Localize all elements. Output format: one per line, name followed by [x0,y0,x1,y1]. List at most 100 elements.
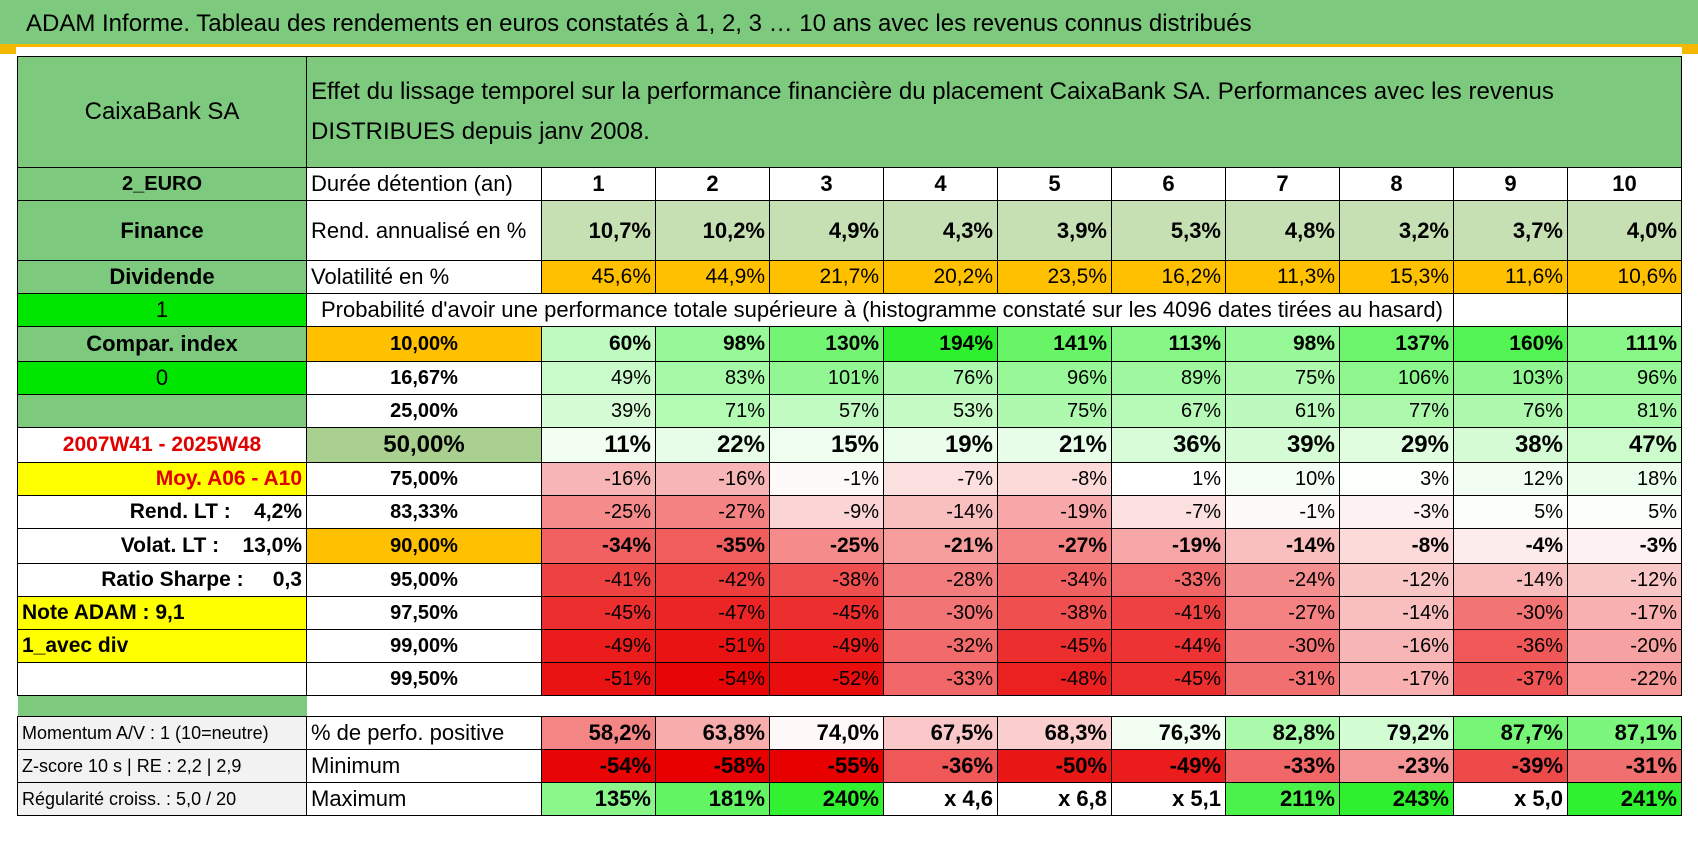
year-header: 3 [769,167,884,201]
quantile-value-cell: -25% [541,495,656,529]
quantile-value-cell: -17% [1567,596,1682,630]
year-header: 5 [997,167,1112,201]
quantile-value-cell: -27% [655,495,770,529]
quantile-value-cell: 83% [655,361,770,395]
quantile-value-cell: -45% [997,629,1112,663]
quantile-value-cell: 36% [1111,427,1226,463]
minimum-cell: -23% [1339,749,1454,783]
probability-label: Probabilité d'avoir une performance tota… [306,293,1454,327]
positive-perf-cell: 82,8% [1225,716,1340,750]
maximum-cell: x 6,8 [997,782,1112,816]
positive-perf-cell: 79,2% [1339,716,1454,750]
quantile-value-cell: 89% [1111,361,1226,395]
minimum-cell: -31% [1567,749,1682,783]
quantile-value-cell: 71% [655,394,770,428]
quantile-label: 99,50% [306,662,542,696]
corner-marker-right [1682,44,1698,54]
type-label: Dividende [17,260,307,294]
annual-return-cell: 3,2% [1339,200,1454,261]
volatility-cell: 45,6% [541,260,656,294]
quantile-value-cell: -7% [1111,495,1226,529]
minimum-cell: -54% [541,749,656,783]
positive-perf-cell: 67,5% [883,716,998,750]
positive-perf-cell: 68,3% [997,716,1112,750]
quantile-value-cell: -38% [997,596,1112,630]
quantile-value-cell: -30% [883,596,998,630]
zscore-label: Z-score 10 s | RE : 2,2 | 2,9 [17,749,307,783]
quantile-value-cell: 47% [1567,427,1682,463]
dividend-mode: 1_avec div [17,629,307,663]
maximum-cell: 241% [1567,782,1682,816]
minimum-cell: -33% [1225,749,1340,783]
quantile-value-cell: -8% [1339,528,1454,564]
quantile-value-cell: 18% [1567,462,1682,496]
quantile-value-cell: -33% [883,662,998,696]
performance-table: CaixaBank SA Effet du lissage temporel s… [17,56,1682,816]
quantile-value-cell: -41% [541,563,656,597]
quantile-value-cell: -32% [883,629,998,663]
volatility-cell: 20,2% [883,260,998,294]
quantile-label: 99,00% [306,629,542,663]
quantile-value-cell: -3% [1339,495,1454,529]
adam-score: Note ADAM : 9,1 [17,596,307,630]
quantile-value-cell: 75% [997,394,1112,428]
quantile-value-cell: -19% [997,495,1112,529]
quantile-value-cell: -49% [769,629,884,663]
quantile-value-cell: -12% [1339,563,1454,597]
quantile-value-cell: -51% [655,629,770,663]
quantile-value-cell: -1% [769,462,884,496]
quantile-value-cell: 3% [1339,462,1454,496]
quantile-value-cell: -27% [1225,596,1340,630]
quantile-value-cell: -3% [1567,528,1682,564]
empty-cell [17,662,307,696]
quantile-value-cell: -42% [655,563,770,597]
quantile-value-cell: -7% [883,462,998,496]
quantile-label: 83,33% [306,495,542,529]
quantile-value-cell: 12% [1453,462,1568,496]
volatility-cell: 10,6% [1567,260,1682,294]
maximum-cell: x 4,6 [883,782,998,816]
quantile-value-cell: 113% [1111,326,1226,362]
quantile-value-cell: -52% [769,662,884,696]
quantile-value-cell: 194% [883,326,998,362]
quantile-value-cell: 22% [655,427,770,463]
quantile-value-cell: -45% [769,596,884,630]
quantile-value-cell: 106% [1339,361,1454,395]
maximum-cell: 181% [655,782,770,816]
quantile-value-cell: -30% [1453,596,1568,630]
minimum-cell: -36% [883,749,998,783]
quantile-value-cell: -28% [883,563,998,597]
quantile-value-cell: 98% [1225,326,1340,362]
quantile-value-cell: 76% [1453,394,1568,428]
volatility-cell: 21,7% [769,260,884,294]
quantile-value-cell: 96% [1567,361,1682,395]
volatility-cell: 16,2% [1111,260,1226,294]
quantile-value-cell: 101% [769,361,884,395]
period-label: 2007W41 - 2025W48 [17,427,307,463]
quantile-value-cell: 98% [655,326,770,362]
positive-perf-cell: 87,1% [1567,716,1682,750]
quantile-value-cell: -9% [769,495,884,529]
quantile-label: 75,00% [306,462,542,496]
quantile-value-cell: 67% [1111,394,1226,428]
quantile-value-cell: 39% [1225,427,1340,463]
annual-return-cell: 10,7% [541,200,656,261]
year-header: 10 [1567,167,1682,201]
positive-perf-cell: 76,3% [1111,716,1226,750]
volatility-cell: 11,6% [1453,260,1568,294]
quantile-value-cell: 61% [1225,394,1340,428]
annual-return-cell: 4,0% [1567,200,1682,261]
quantile-value-cell: -38% [769,563,884,597]
maximum-label: Maximum [306,782,542,816]
annual-return-cell: 4,3% [883,200,998,261]
maximum-cell: 240% [769,782,884,816]
quantile-value-cell: -45% [541,596,656,630]
holding-duration-label: Durée détention (an) [306,167,542,201]
quantile-value-cell: -37% [1453,662,1568,696]
sector-label: Finance [17,200,307,261]
long-term-volatility: Volat. LT : 13,0% [17,528,307,564]
quantile-value-cell: -14% [1225,528,1340,564]
quantile-value-cell: -35% [655,528,770,564]
quantile-value-cell: 76% [883,361,998,395]
year-header: 7 [1225,167,1340,201]
